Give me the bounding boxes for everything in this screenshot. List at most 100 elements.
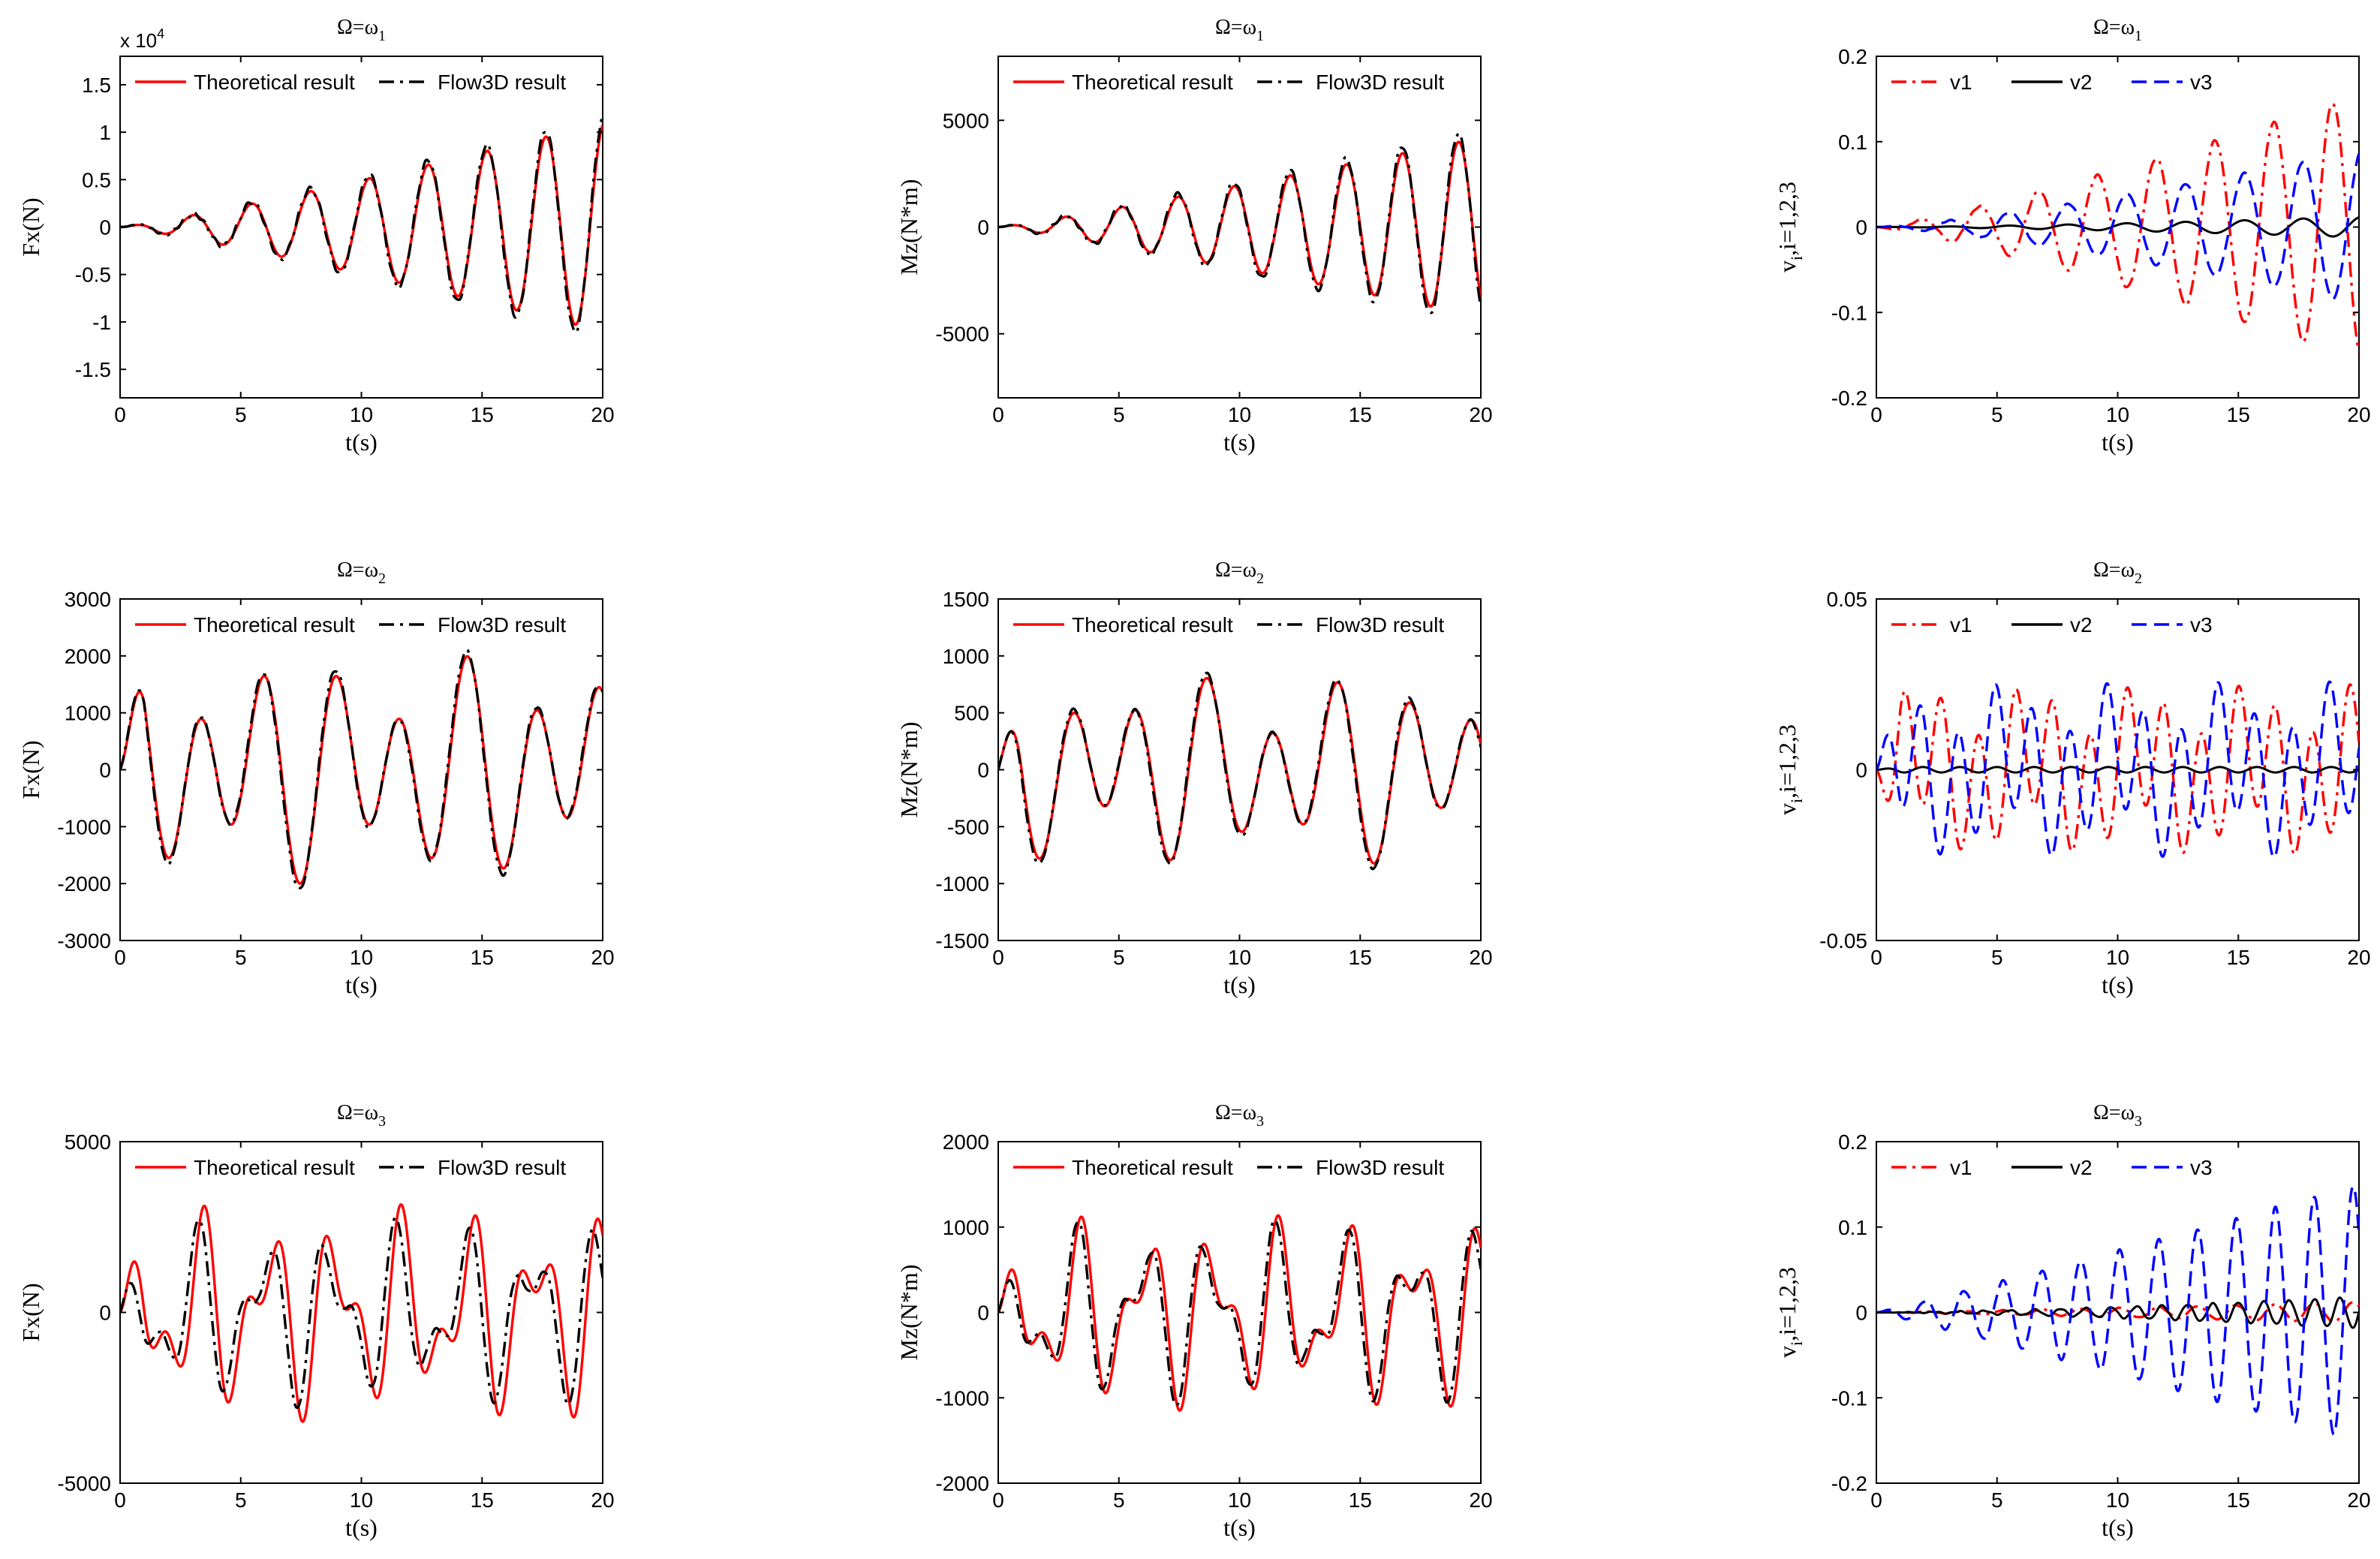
series-group [998, 671, 1481, 871]
y-tick-label: 0 [1855, 216, 1867, 239]
x-tick-label: 20 [591, 1488, 614, 1512]
series-line-v1 [1876, 683, 2359, 856]
x-tick-label: 10 [2106, 946, 2129, 969]
x-tick-label: 20 [591, 946, 614, 969]
subplot-title: Ω=ω1 [1215, 16, 1264, 44]
series-line-v2 [1876, 1296, 2359, 1329]
x-tick-label: 15 [1349, 403, 1372, 426]
y-axis-label: vi,i=1,2,3 [1774, 182, 1806, 272]
legend-label: v1 [1950, 71, 1972, 94]
series-line-flow3d-result [120, 1216, 603, 1410]
x-tick-label: 15 [1349, 1488, 1372, 1512]
x-axis-label: t(s) [2102, 429, 2134, 456]
x-tick-label: 0 [114, 946, 126, 969]
series-line-flow3d-result [998, 131, 1481, 315]
legend: Theoretical result Flow3D result [135, 1156, 566, 1179]
legend-label: v2 [2070, 71, 2093, 94]
legend-label: Flow3D result [438, 71, 566, 94]
x-axis-label: t(s) [345, 971, 378, 998]
series-line-v3 [1876, 680, 2359, 859]
y-tick-label: -1 [92, 311, 111, 334]
legend: Theoretical result Flow3D result [135, 71, 566, 94]
x-tick-label: 5 [1991, 403, 2003, 426]
x-tick-label: 15 [2227, 403, 2250, 426]
y-tick-label: 2000 [65, 645, 111, 668]
legend-label: Theoretical result [194, 71, 355, 94]
y-tick-label: 0 [99, 759, 111, 782]
x-axis-label: t(s) [2102, 971, 2134, 998]
y-tick-label: 1000 [943, 645, 989, 668]
legend: v1 v2 v3 [1891, 1156, 2213, 1179]
series-group [1876, 1184, 2359, 1436]
legend-label: Flow3D result [438, 613, 566, 637]
y-tick-label: 2000 [943, 1130, 989, 1154]
x-tick-label: 10 [2106, 403, 2129, 426]
x-tick-label: 10 [350, 403, 373, 426]
y-tick-label: 0 [99, 1302, 111, 1325]
legend-label: Theoretical result [1072, 1156, 1233, 1179]
legend-label: v1 [1950, 1156, 1972, 1179]
x-tick-label: 20 [2347, 1488, 2370, 1512]
x-tick-label: 20 [2347, 946, 2370, 969]
y-tick-label: -5000 [935, 323, 989, 346]
y-tick-label: -2000 [935, 1472, 989, 1495]
x-tick-label: 5 [1991, 946, 2003, 969]
legend-label: Flow3D result [1316, 71, 1444, 94]
y-tick-label: 3000 [65, 588, 111, 611]
series-group [120, 649, 603, 889]
x-axis-label: t(s) [1223, 429, 1256, 456]
x-tick-label: 15 [471, 1488, 494, 1512]
x-tick-label: 20 [1469, 946, 1492, 969]
legend-label: v1 [1950, 613, 1972, 637]
y-tick-label: -0.2 [1831, 387, 1867, 410]
subplot-title: Ω=ω3 [337, 1101, 386, 1130]
legend-label: v3 [2190, 71, 2213, 94]
x-tick-label: 20 [591, 403, 614, 426]
x-axis-label: t(s) [2102, 1514, 2134, 1541]
y-tick-label: -1500 [935, 929, 989, 953]
subplot-p12: 0 5 10 15 20 -5000 0 5000 Ω=ω1 t(s) Mz(N*m) Theoret… [895, 16, 1493, 456]
y-axis-label: Fx(N) [17, 197, 44, 256]
y-tick-label: -0.1 [1831, 301, 1867, 324]
subplot-title: Ω=ω2 [1215, 558, 1264, 587]
legend-label: Theoretical result [1072, 613, 1233, 637]
x-axis-label: t(s) [1223, 971, 1256, 998]
legend: v1 v2 v3 [1891, 71, 2213, 94]
legend-label: v3 [2190, 1156, 2213, 1179]
y-tick-label: -1000 [57, 815, 111, 838]
legend-label: Theoretical result [194, 1156, 355, 1179]
subplot-title: Ω=ω2 [2093, 558, 2142, 587]
y-tick-label: 0 [977, 1302, 989, 1325]
subplot-title: Ω=ω1 [337, 16, 386, 44]
y-tick-label: 0.5 [82, 168, 111, 191]
y-tick-label: -0.2 [1831, 1472, 1867, 1495]
legend: Theoretical result Flow3D result [1013, 1156, 1444, 1179]
y-axis-label: vi,i=1,2,3 [1774, 724, 1806, 815]
subplot-p11: 0 5 10 15 20 -1.5 -1 -0.5 0 0.5 1 1.5 x 104 Ω=ω1 t(s) F… [17, 16, 615, 456]
x-tick-label: 5 [1113, 946, 1125, 969]
y-tick-label: 500 [954, 702, 989, 725]
plot-area [997, 598, 1482, 941]
y-axis-label: Fx(N) [17, 1283, 44, 1341]
y-tick-label: -0.5 [75, 263, 111, 287]
series-line-flow3d-result [998, 1218, 1481, 1407]
legend: Theoretical result Flow3D result [135, 613, 566, 637]
subplot-p21: 0 5 10 15 20 -3000 -2000 -1000 0 1000 2000 3000 Ω=ω2… [17, 558, 615, 998]
plot-area [997, 56, 1482, 399]
y-tick-label: 0 [99, 216, 111, 239]
x-tick-label: 20 [1469, 403, 1492, 426]
legend-label: Theoretical result [1072, 71, 1233, 94]
axis-exponent: x 104 [120, 26, 164, 52]
series-group [998, 1214, 1481, 1412]
x-tick-label: 15 [471, 946, 494, 969]
series-group [998, 131, 1481, 315]
plot-area [119, 598, 603, 941]
legend-label: Theoretical result [194, 613, 355, 637]
y-tick-label: -5000 [57, 1472, 111, 1495]
subplot-p32: 0 5 10 15 20 -2000 -1000 0 1000 2000 Ω=ω3 t(s) Mz(N*… [895, 1101, 1493, 1541]
y-tick-label: -1000 [935, 872, 989, 895]
subplot-p31: 0 5 10 15 20-500005000Ω=ω3t(s)Fx(N)Theoretic… [17, 1101, 615, 1541]
x-tick-label: 10 [350, 946, 373, 969]
x-tick-label: 0 [1870, 403, 1882, 426]
